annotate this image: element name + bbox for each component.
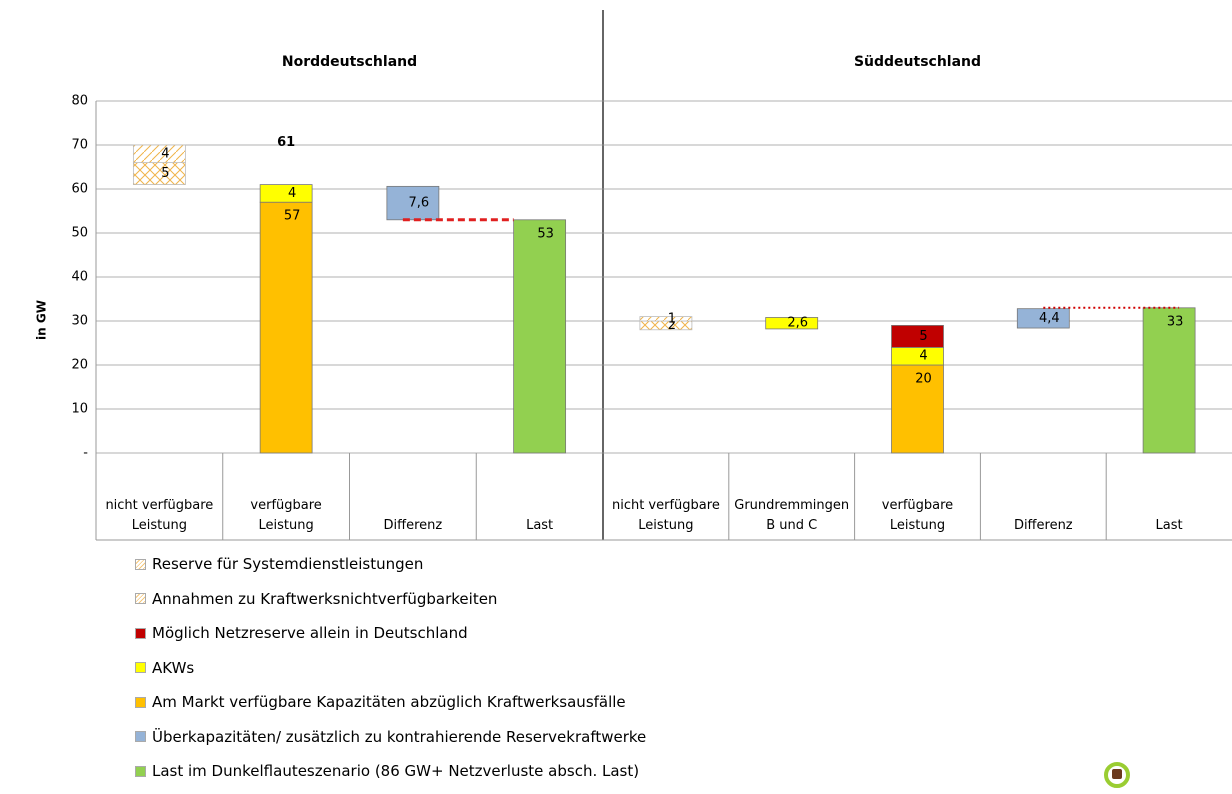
legend-swatch (135, 558, 146, 570)
bar-segment (639, 320, 693, 331)
bar-segment (132, 162, 186, 186)
legend-swatch (135, 696, 146, 708)
bar-segment (513, 219, 567, 454)
x-tick-label: Differenz (383, 518, 443, 533)
legend-item: Last im Dunkelflauteszenario (86 GW+ Net… (135, 760, 639, 782)
data-label: 7,6 (409, 196, 430, 211)
legend-item: Reserve für Systemdienstleistungen (135, 553, 423, 575)
data-label: 57 (284, 209, 301, 224)
x-tick-label: verfügbare Leistung (250, 498, 322, 533)
data-label: 2,6 (787, 316, 808, 331)
bar-segment (386, 185, 440, 221)
x-tick-label: Grundremmingen B und C (734, 498, 850, 533)
legend-label: Überkapazitäten/ zusätzlich zu kontrahie… (152, 727, 647, 746)
y-tick-label: 10 (71, 402, 88, 417)
legend-item: Am Markt verfügbare Kapazitäten abzüglic… (135, 691, 626, 713)
legend-swatch (135, 662, 146, 673)
legend-label: Reserve für Systemdienstleistungen (152, 555, 424, 573)
logo (1104, 762, 1130, 788)
legend-swatch (135, 627, 146, 639)
bar-segment (259, 201, 313, 454)
y-tick-label: 60 (71, 182, 88, 197)
y-tick-label: 20 (71, 358, 88, 373)
legend-label: Am Markt verfügbare Kapazitäten abzüglic… (152, 693, 626, 711)
legend-swatch (135, 593, 146, 604)
legend-label: AKWs (152, 658, 195, 677)
data-label: 33 (1167, 314, 1184, 329)
y-tick-label: 30 (71, 314, 88, 329)
data-label: 5 (919, 329, 927, 344)
legend-label: Möglich Netzreserve allein in Deutschlan… (152, 624, 468, 642)
y-tick-label: 40 (71, 270, 88, 285)
data-label: 53 (537, 226, 554, 241)
data-label: 2 (668, 318, 676, 333)
logo-plug (1112, 769, 1122, 779)
x-tick-label: nicht verfügbare Leistung (611, 498, 720, 533)
data-label: 5 (161, 166, 169, 181)
legend-item: Annahmen zu Kraftwerksnichtverfügbarkeit… (135, 588, 497, 610)
legend-swatch (135, 731, 146, 742)
bar-segment (1142, 307, 1196, 454)
x-tick-label: nicht verfügbare Leistung (105, 498, 214, 533)
total-label: 61 (277, 135, 295, 150)
y-axis-label: in GW (35, 300, 49, 340)
legend-swatch (135, 765, 146, 777)
bar-segment (891, 346, 944, 366)
legend-item: Möglich Netzreserve allein in Deutschlan… (135, 622, 468, 644)
data-label: 1 (668, 311, 676, 326)
legend-label: Annahmen zu Kraftwerksnichtverfügbarkeit… (152, 589, 498, 608)
data-label: 4 (161, 146, 169, 161)
data-label: 4 (288, 186, 296, 201)
y-tick-label: - (83, 446, 88, 461)
legend-item: Überkapazitäten/ zusätzlich zu kontrahie… (135, 726, 646, 748)
panel-title: Süddeutschland (854, 54, 981, 70)
bar-segment (259, 184, 313, 203)
data-label: 20 (915, 372, 932, 387)
x-tick-label: Last (1155, 518, 1183, 533)
bar-segment (132, 144, 186, 164)
legend-item: AKWs (135, 657, 194, 679)
x-tick-label: Differenz (1013, 518, 1073, 533)
y-tick-label: 80 (71, 94, 88, 109)
y-tick-label: 70 (71, 138, 88, 153)
bar-segment (639, 316, 693, 322)
legend-label: Last im Dunkelflauteszenario (86 GW+ Net… (152, 762, 640, 780)
bar-segment (765, 317, 819, 330)
x-tick-label: Last (526, 518, 554, 533)
panel-title: Norddeutschland (282, 54, 417, 70)
data-label: 4,4 (1039, 311, 1060, 326)
bar-segment (891, 364, 944, 454)
x-tick-label: verfügbare Leistung (881, 498, 954, 533)
y-tick-label: 50 (71, 226, 88, 241)
bar-segment (891, 324, 944, 348)
data-label: 4 (919, 349, 927, 364)
